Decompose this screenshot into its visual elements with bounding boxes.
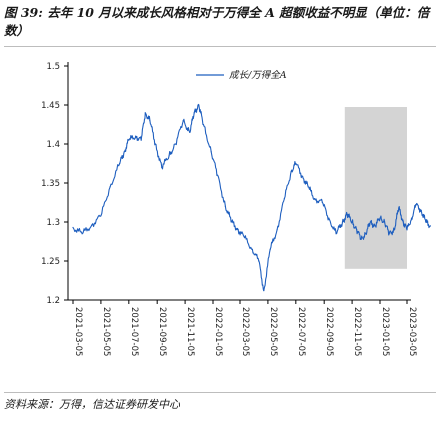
x-tick-label: 2022-07-05 bbox=[296, 307, 306, 356]
y-tick-label: 1.35 bbox=[41, 179, 60, 189]
data-point bbox=[144, 112, 146, 114]
data-point bbox=[123, 151, 125, 153]
data-point bbox=[406, 229, 408, 231]
data-point bbox=[128, 139, 130, 141]
data-point bbox=[263, 290, 265, 292]
data-point bbox=[100, 215, 102, 217]
data-point bbox=[174, 143, 177, 145]
data-point bbox=[393, 229, 395, 231]
highlight-band-layer bbox=[344, 107, 407, 269]
y-tick-label: 1.4 bbox=[46, 140, 60, 150]
data-point bbox=[154, 143, 156, 145]
legend-label: 成长/万得全A bbox=[229, 69, 287, 81]
data-point bbox=[81, 233, 83, 235]
data-point bbox=[321, 201, 323, 204]
data-point bbox=[341, 221, 344, 223]
data-point bbox=[402, 221, 404, 223]
x-tick-label: 2022-11-05 bbox=[352, 307, 362, 356]
x-tick-label: 2021-11-05 bbox=[185, 307, 195, 356]
legend: 成长/万得全A bbox=[196, 69, 287, 81]
source-note: 资料来源：万得，信达证券研发中心 bbox=[4, 398, 180, 411]
x-tick-label: 2021-05-05 bbox=[101, 307, 111, 356]
data-point bbox=[202, 123, 204, 126]
data-point bbox=[295, 162, 297, 165]
data-point bbox=[216, 174, 219, 176]
footer-divider bbox=[4, 392, 436, 393]
data-point bbox=[351, 221, 353, 223]
data-point bbox=[210, 151, 212, 153]
data-point bbox=[269, 248, 271, 250]
data-point bbox=[398, 207, 400, 209]
data-point bbox=[313, 198, 316, 200]
data-point bbox=[328, 217, 330, 219]
data-point bbox=[302, 176, 304, 178]
data-point bbox=[388, 233, 390, 235]
data-point bbox=[231, 221, 233, 223]
x-tick-label: 2021-03-05 bbox=[73, 307, 83, 356]
line-chart: 1.2 1.25 1.3 1.35 1.4 1.45 1.5 2021-03-05 2021-0… bbox=[41, 62, 431, 356]
data-point bbox=[420, 209, 422, 211]
data-point bbox=[379, 217, 381, 219]
data-point bbox=[72, 226, 74, 229]
data-point bbox=[346, 213, 348, 215]
data-point bbox=[189, 131, 191, 133]
y-tick-label: 1.3 bbox=[46, 218, 60, 228]
data-point bbox=[161, 166, 163, 168]
data-point bbox=[360, 238, 362, 240]
data-point bbox=[243, 237, 246, 239]
x-tick-label: 2022-03-05 bbox=[240, 307, 250, 356]
data-point bbox=[193, 112, 195, 114]
data-point bbox=[383, 221, 386, 223]
data-point bbox=[149, 120, 151, 122]
data-point bbox=[415, 204, 417, 206]
x-tick-label: 2021-09-05 bbox=[157, 307, 167, 356]
data-point bbox=[425, 221, 427, 223]
data-point bbox=[182, 120, 184, 122]
data-point bbox=[276, 229, 278, 231]
data-point bbox=[119, 162, 121, 165]
series-layer bbox=[72, 103, 431, 292]
x-tick-label: 2022-01-05 bbox=[213, 307, 223, 356]
chart-title: 图 39: 去年 10 月以来成长风格相对于万得全 A 超额收益不明显（单位：倍… bbox=[4, 5, 430, 38]
x-tick-label: 2023-01-05 bbox=[380, 307, 390, 356]
y-tick-label: 1.25 bbox=[41, 257, 60, 267]
data-point bbox=[365, 233, 367, 235]
data-point bbox=[307, 186, 309, 188]
data-point bbox=[429, 225, 431, 227]
x-tick-label: 2022-09-05 bbox=[324, 307, 334, 356]
data-point bbox=[290, 170, 292, 172]
title-divider bbox=[4, 46, 436, 47]
data-point bbox=[224, 205, 226, 207]
highlight-band bbox=[344, 107, 407, 269]
x-tick-label: 2023-03-05 bbox=[407, 307, 417, 356]
data-point bbox=[109, 186, 111, 188]
y-tick-label: 1.2 bbox=[46, 296, 60, 306]
data-point bbox=[374, 225, 376, 227]
data-point bbox=[237, 229, 239, 231]
data-point bbox=[140, 139, 142, 141]
y-tick-label: 1.5 bbox=[46, 62, 60, 72]
data-point bbox=[135, 135, 137, 137]
data-point bbox=[356, 229, 358, 231]
data-point bbox=[198, 104, 200, 106]
data-point bbox=[91, 224, 93, 226]
data-point bbox=[410, 217, 413, 219]
data-point bbox=[283, 198, 285, 200]
data-point bbox=[369, 221, 371, 223]
y-tick-label: 1.45 bbox=[41, 101, 60, 111]
data-point bbox=[258, 260, 260, 262]
axis-layer: 1.2 1.25 1.3 1.35 1.4 1.45 1.5 2021-03-05 2021-0… bbox=[41, 62, 417, 356]
x-tick-label: 2022-05-05 bbox=[268, 307, 278, 356]
data-point bbox=[335, 233, 337, 235]
data-point bbox=[168, 155, 170, 157]
data-point bbox=[251, 248, 253, 250]
x-tick-label: 2021-07-05 bbox=[129, 307, 139, 356]
